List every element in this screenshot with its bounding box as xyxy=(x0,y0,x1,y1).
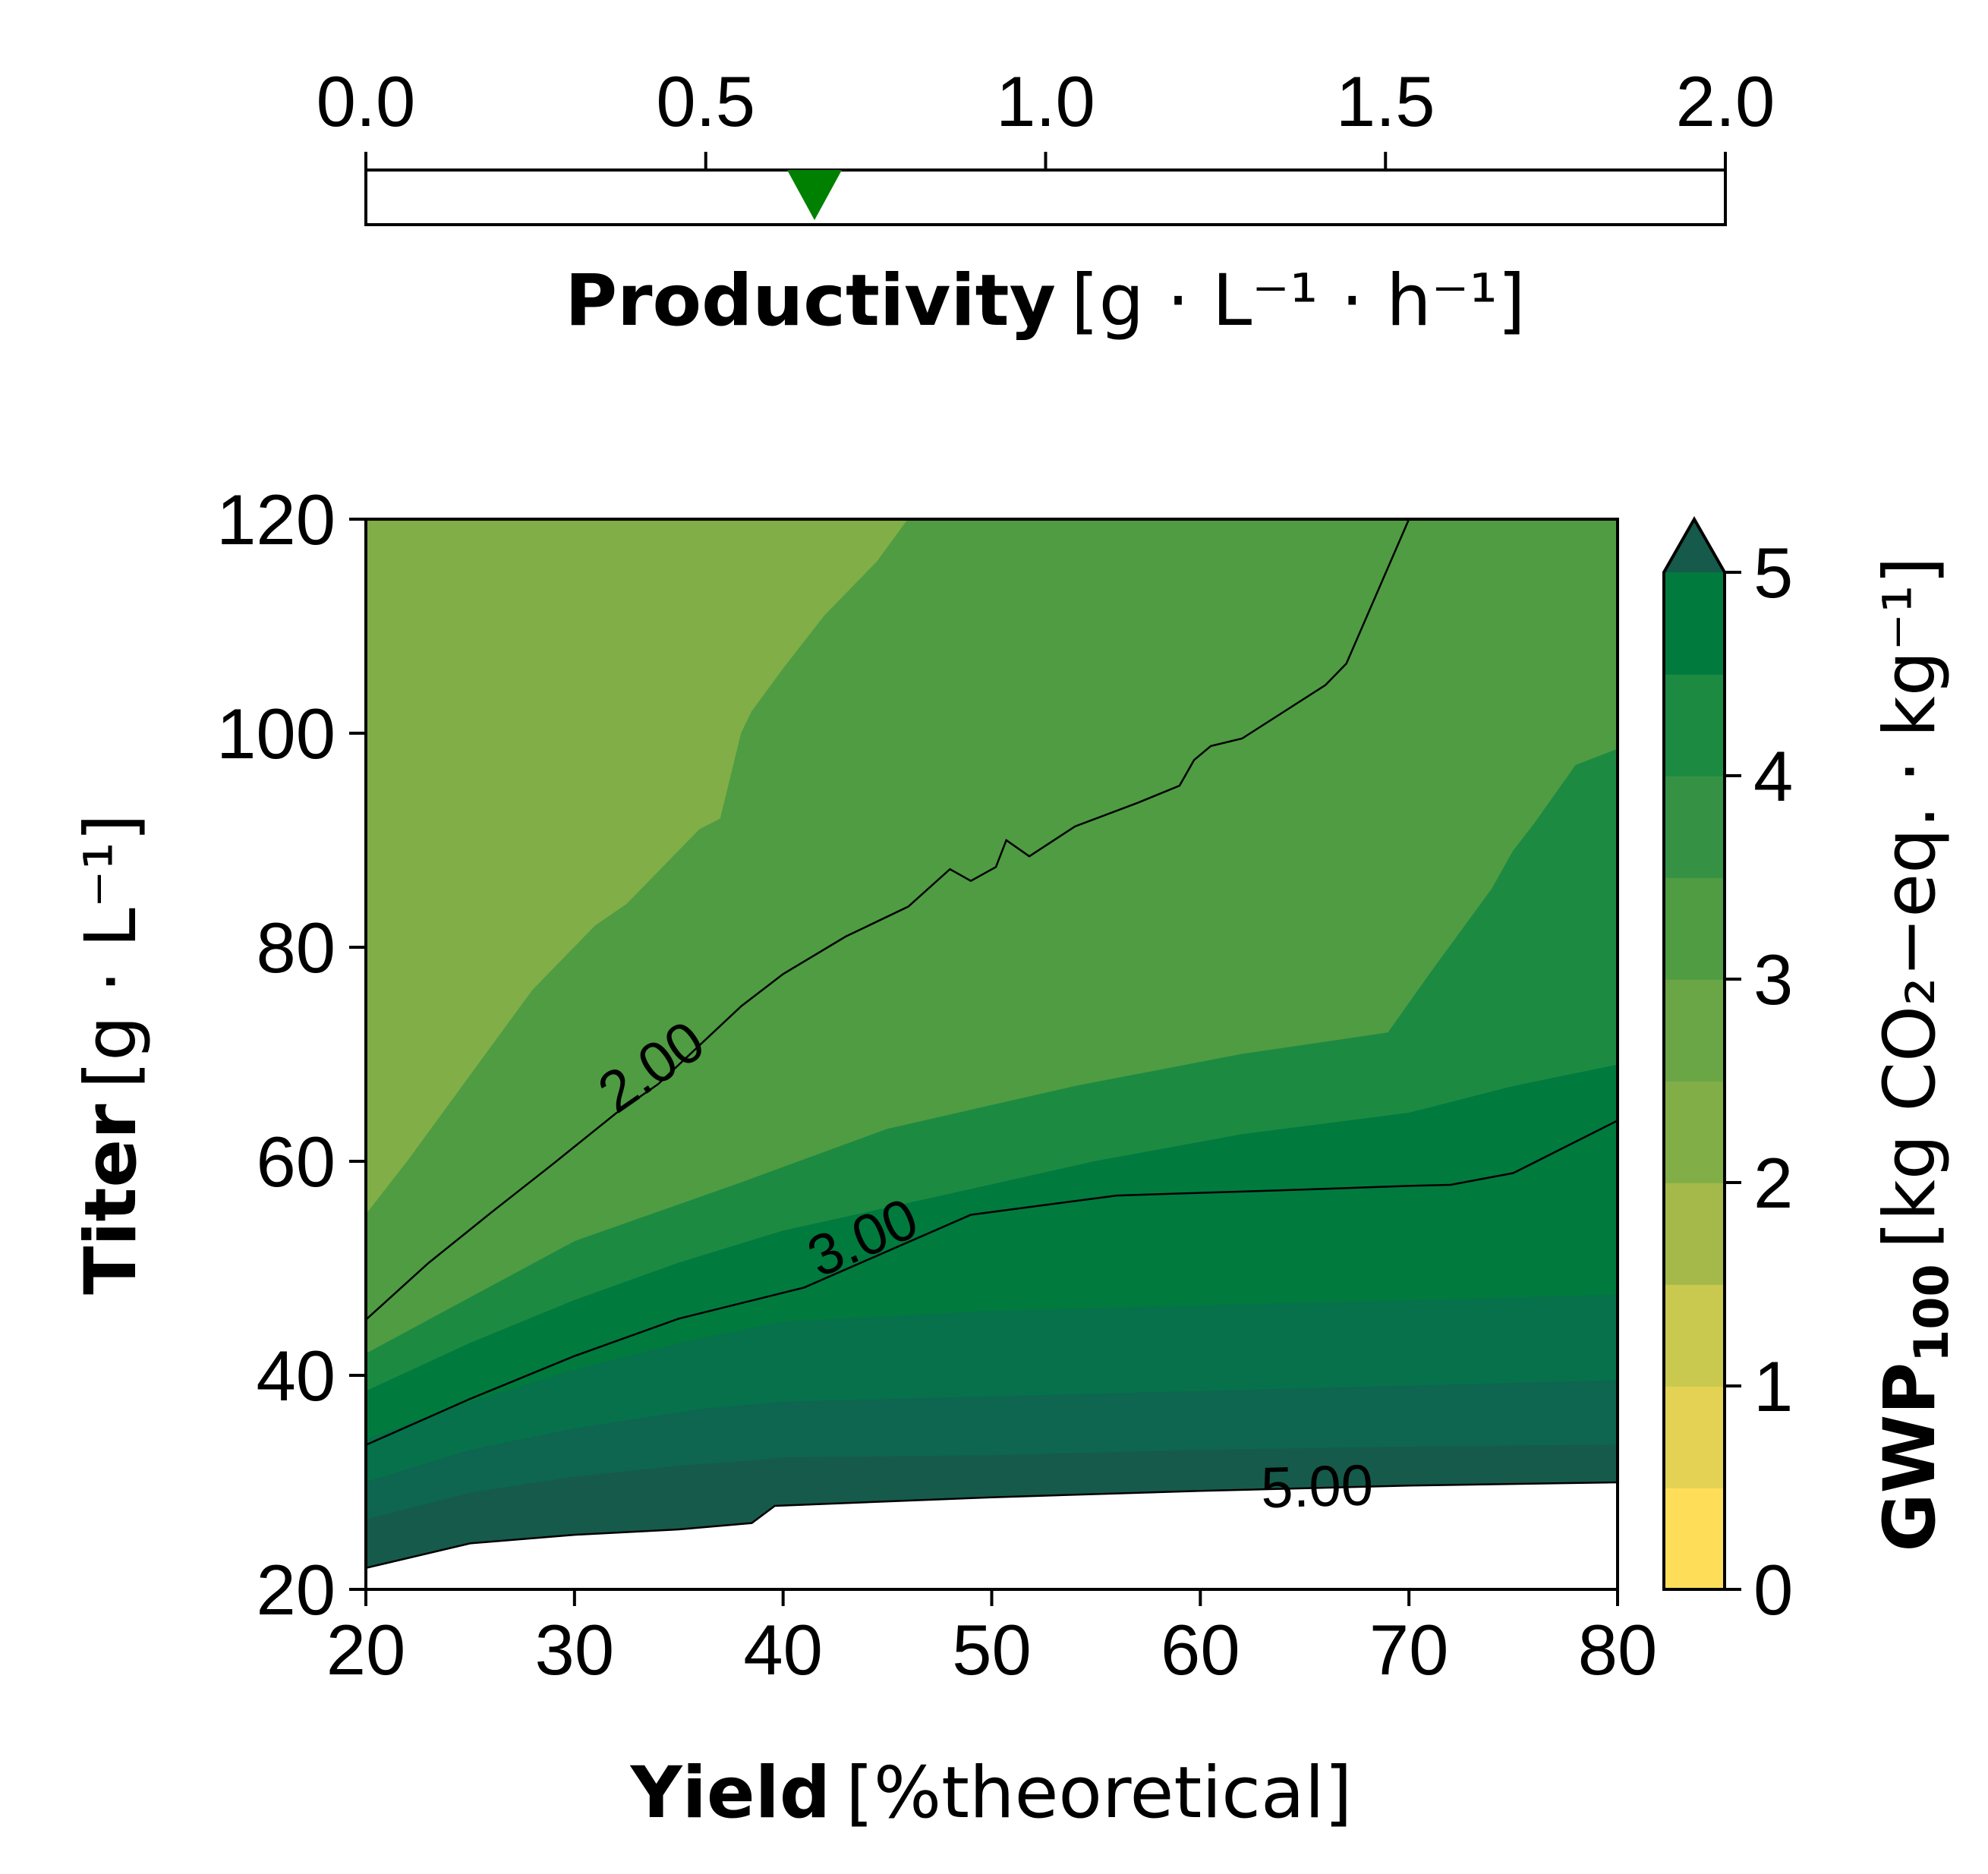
colorbar: 0 1 2 3 4 5 GWP100 [kg CO₂−eq. · kg⁻¹] xyxy=(1662,515,1959,1630)
colorbar-segment xyxy=(1664,1488,1725,1590)
colorbar-tick-label: 4 xyxy=(1753,736,1793,816)
y-tick-label: 40 xyxy=(256,1336,336,1416)
colorbar-label-bold: GWP xyxy=(1869,1362,1952,1552)
colorbar-label: GWP100 [kg CO₂−eq. · kg⁻¹] xyxy=(1869,557,1959,1552)
productivity-bar: 0.0 0.5 1.0 1.5 2.0 Productivity [g · L⁻¹ · h… xyxy=(317,61,1775,342)
colorbar-segment xyxy=(1664,877,1725,980)
productivity-bar-frame xyxy=(364,169,1727,226)
productivity-marker xyxy=(787,170,843,220)
x-tick-label: 80 xyxy=(1578,1610,1658,1690)
colorbar-segment xyxy=(1664,572,1725,675)
y-tick-label: 120 xyxy=(216,480,336,559)
colorbar-tick-label: 5 xyxy=(1753,533,1793,613)
x-tick-label: 50 xyxy=(952,1610,1032,1690)
y-tick-label: 60 xyxy=(256,1122,336,1202)
contour-plot: 2.003.005.00 20 30 40 50 60 70 80 204060801001… xyxy=(70,480,1657,1835)
y-tick-label: 80 xyxy=(256,908,336,987)
x-tick-label: 40 xyxy=(743,1610,823,1690)
y-axis-label: Titer [g · L⁻¹] xyxy=(70,814,153,1295)
productivity-ticks: 0.0 0.5 1.0 1.5 2.0 xyxy=(317,61,1775,170)
colorbar-tick-label: 0 xyxy=(1753,1550,1793,1630)
colorbar-segment xyxy=(1664,674,1725,776)
colorbar-label-sub: 100 xyxy=(1904,1264,1959,1362)
productivity-label-unit: [g · L⁻¹ · h⁻¹] xyxy=(1071,260,1526,342)
y-label-bold: Titer xyxy=(70,1104,153,1295)
colorbar-segment xyxy=(1664,776,1725,878)
x-tick-label: 70 xyxy=(1369,1610,1449,1690)
contour-line xyxy=(366,1120,1618,1446)
colorbar-tick-label: 1 xyxy=(1753,1346,1793,1426)
colorbar-label-unit: [kg CO₂−eq. · kg⁻¹] xyxy=(1869,557,1952,1249)
productivity-tick-label: 1.0 xyxy=(996,61,1095,141)
colorbar-segment xyxy=(1664,1081,1725,1183)
colorbar-tick-label: 2 xyxy=(1753,1143,1793,1223)
colorbar-segment xyxy=(1664,1284,1725,1387)
x-tick-label: 30 xyxy=(535,1610,615,1690)
contour-line xyxy=(366,519,1410,1321)
contour-lines xyxy=(366,519,1618,1570)
x-axis-ticks: 20 30 40 50 60 70 80 xyxy=(326,1589,1658,1690)
colorbar-frame xyxy=(1662,515,1726,1591)
colorbar-segment xyxy=(1664,1183,1725,1285)
x-tick-label: 20 xyxy=(326,1610,406,1690)
colorbar-tick-label: 3 xyxy=(1753,940,1793,1019)
colorbar-segment xyxy=(1664,979,1725,1082)
colorbar-ticks: 0 1 2 3 4 5 xyxy=(1725,533,1793,1630)
x-axis-label: Yield [%theoretical] xyxy=(630,1752,1353,1835)
x-tick-label: 60 xyxy=(1161,1610,1240,1690)
productivity-tick-label: 2.0 xyxy=(1676,61,1775,141)
y-axis-ticks: 20 40 60 80 100 120 xyxy=(216,480,366,1630)
contour-label: 5.00 xyxy=(1260,1453,1374,1520)
x-label-unit: [%theoretical] xyxy=(846,1752,1352,1835)
productivity-tick-label: 1.5 xyxy=(1336,61,1435,141)
y-label-unit: [g · L⁻¹] xyxy=(70,814,153,1088)
productivity-tick-label: 0.5 xyxy=(656,61,755,141)
productivity-label-bold: Productivity xyxy=(565,260,1056,342)
productivity-tick-label: 0.0 xyxy=(317,61,416,141)
contour-line xyxy=(366,1481,1618,1570)
contour-fills xyxy=(366,519,1618,1589)
colorbar-segment xyxy=(1664,1386,1725,1488)
x-label-bold: Yield xyxy=(630,1752,831,1835)
y-tick-label: 20 xyxy=(256,1550,336,1630)
y-tick-label: 100 xyxy=(216,694,336,773)
colorbar-extend-arrow xyxy=(1664,519,1725,572)
colorbar-segments xyxy=(1664,572,1725,1590)
productivity-axis-label: Productivity [g · L⁻¹ · h⁻¹] xyxy=(565,260,1525,342)
